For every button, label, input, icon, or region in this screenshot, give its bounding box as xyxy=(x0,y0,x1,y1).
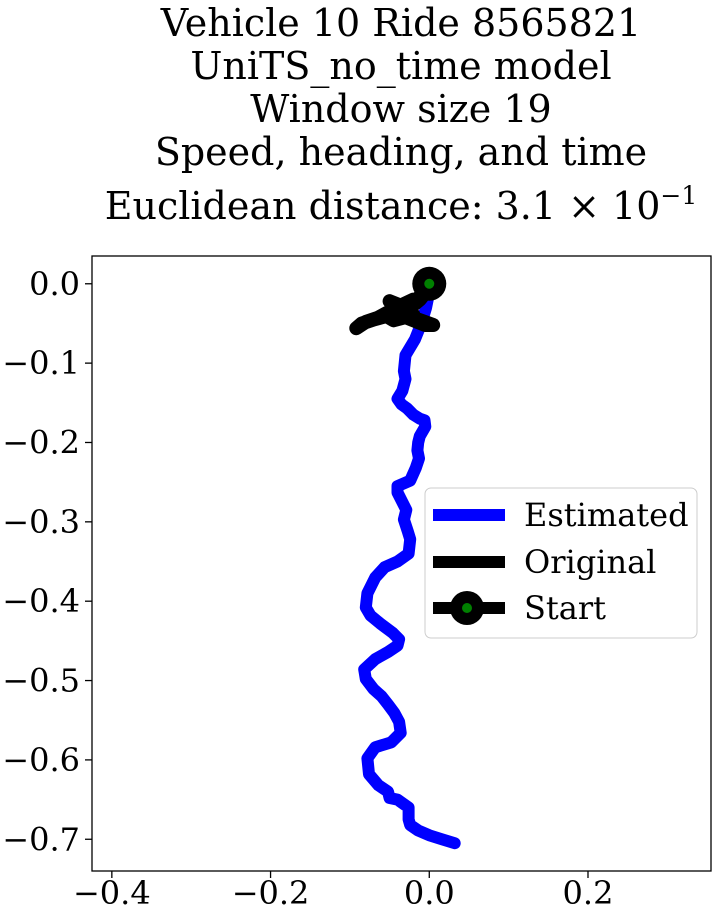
legend-box xyxy=(424,487,698,639)
legend-original-label: Original xyxy=(524,543,656,581)
y-tick-label: −0.5 xyxy=(2,662,80,700)
y-tick-label: −0.2 xyxy=(2,423,80,461)
x-axis: −0.4 −0.2 0.0 0.2 xyxy=(73,871,613,912)
start-marker-center xyxy=(424,278,435,289)
y-tick-label: −0.3 xyxy=(2,503,80,541)
title-line-4: Speed, heading, and time xyxy=(154,130,648,174)
title-line-2: UniTS_no_time model xyxy=(190,44,612,88)
y-tick-label: −0.1 xyxy=(2,344,80,382)
title-line-5-text: Euclidean distance: 3.1 × 10 xyxy=(104,184,661,228)
series-original-line xyxy=(349,276,441,336)
title-line-3: Window size 19 xyxy=(250,87,552,131)
y-tick-label: −0.6 xyxy=(2,741,80,779)
legend-start-label: Start xyxy=(524,589,606,627)
legend-estimated-label: Estimated xyxy=(524,496,689,534)
y-tick-label: −0.7 xyxy=(2,820,80,858)
legend: Estimated Original Start xyxy=(424,487,698,639)
y-axis: 0.0 −0.1 −0.2 −0.3 −0.4 −0.5 −0.6 −0.7 xyxy=(2,265,92,858)
series-layer xyxy=(349,266,461,850)
x-tick-label: 0.0 xyxy=(404,874,455,912)
chart-title: Vehicle 10 Ride 8565821 UniTS_no_time mo… xyxy=(0,2,719,228)
y-tick-label: −0.4 xyxy=(2,582,80,620)
title-line-1: Vehicle 10 Ride 8565821 xyxy=(160,1,642,45)
title-exponent: −1 xyxy=(660,181,698,210)
x-tick-label: −0.2 xyxy=(232,874,310,912)
plot-frame xyxy=(91,255,712,872)
series-estimated-line xyxy=(358,285,461,850)
y-tick-label: 0.0 xyxy=(29,265,80,303)
x-tick-label: 0.2 xyxy=(563,874,614,912)
legend-start-marker-center xyxy=(462,603,472,613)
x-tick-label: −0.4 xyxy=(73,874,151,912)
title-line-5: Euclidean distance: 3.1 × 10−1 xyxy=(0,174,719,228)
